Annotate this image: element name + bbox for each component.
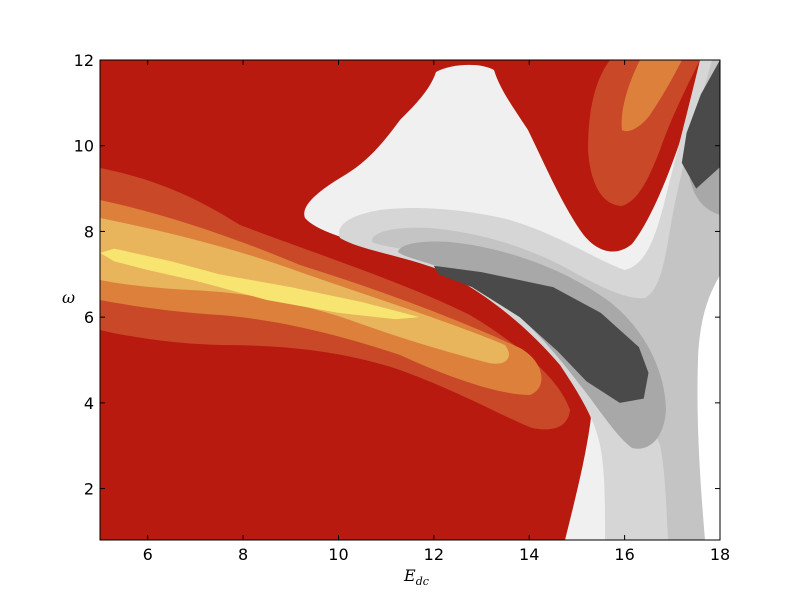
- y-axis: 2 4 6 8 10 12: [74, 51, 720, 499]
- x-tick-label: 10: [328, 545, 348, 564]
- contour-region-negative-min-2: [681, 60, 720, 189]
- contour-level-pos-1-upper: [588, 60, 700, 206]
- x-tick-label: 14: [519, 545, 539, 564]
- contour-level-undefined: [697, 275, 720, 540]
- contour-level-neg-4: [398, 241, 666, 449]
- x-tick-label: 12: [424, 545, 444, 564]
- contour-region-peak-0: [100, 248, 420, 320]
- y-tick-label: 8: [84, 222, 94, 241]
- x-axis-label: Edc: [403, 566, 429, 588]
- contour-fills: [100, 60, 720, 540]
- y-axis-label: ω: [62, 288, 75, 307]
- x-tick-label: 18: [710, 545, 730, 564]
- y-tick-label: 12: [74, 51, 94, 70]
- contour-extrema: [100, 60, 720, 403]
- x-tick-label: 16: [614, 545, 634, 564]
- x-tick-label: 8: [238, 545, 248, 564]
- y-tick-label: 10: [74, 137, 94, 156]
- contour-level-pos-2-upper: [621, 60, 682, 132]
- contour-region-negative-min-1: [433, 265, 649, 403]
- x-axis: 6 8 10 12 14 16 18: [143, 60, 730, 564]
- x-tick-label: 6: [143, 545, 153, 564]
- y-tick-label: 4: [84, 394, 94, 413]
- plot-frame: [99, 59, 721, 541]
- y-tick-label: 2: [84, 480, 94, 499]
- y-tick-label: 6: [84, 308, 94, 327]
